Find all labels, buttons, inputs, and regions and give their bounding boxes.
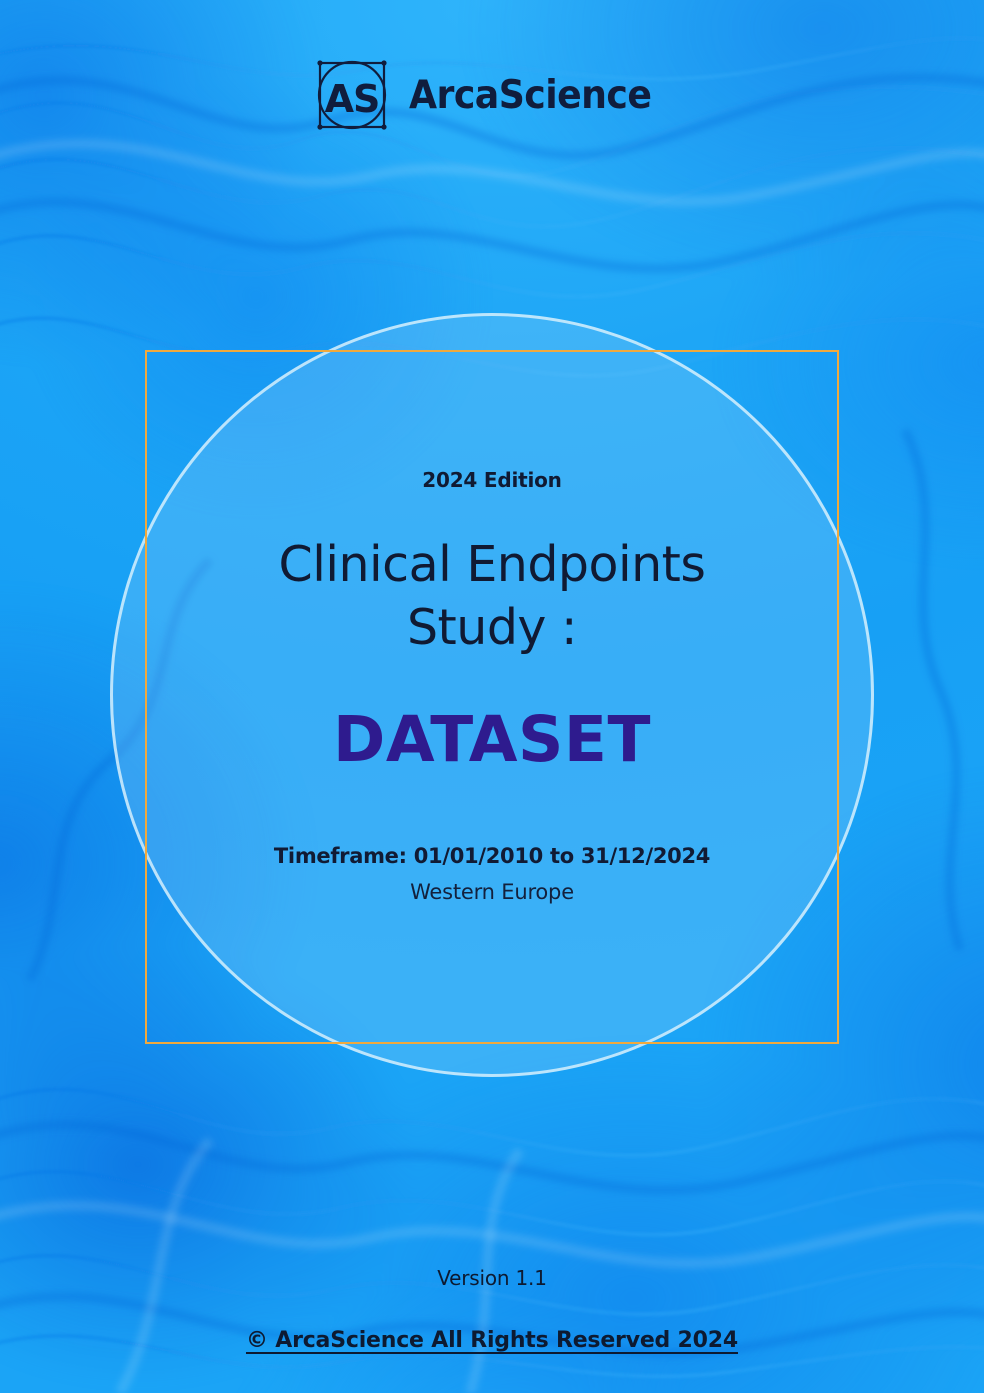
decorative-circle — [110, 313, 874, 1077]
edition-label: 2024 Edition — [422, 468, 562, 492]
timeframe-label: Timeframe: 01/01/2010 to 31/12/2024 — [273, 844, 711, 869]
cover-footer: Version 1.1 © ArcaScience All Rights Res… — [0, 1266, 984, 1353]
cover-content: 2024 Edition Clinical Endpoints Study : … — [145, 350, 839, 1044]
region-label: Western Europe — [410, 880, 574, 905]
study-metadata: Timeframe: 01/01/2010 to 31/12/2024 West… — [273, 844, 711, 905]
decorative-frame-border — [145, 350, 839, 1044]
document-kind-heading: DATASET — [333, 703, 651, 777]
svg-text:AS: AS — [324, 77, 379, 121]
page-title: Clinical Endpoints Study : — [279, 534, 706, 659]
brand-wordmark: ArcaScience — [408, 72, 652, 118]
page-title-line-1: Clinical Endpoints — [278, 536, 706, 593]
copyright-notice: © ArcaScience All Rights Reserved 2024 — [245, 1328, 738, 1353]
version-label: Version 1.1 — [437, 1266, 547, 1290]
brand-masthead: AS ArcaScience — [0, 58, 984, 132]
page-title-line-2: Study : — [406, 598, 578, 656]
as-monogram-square-circle-icon: AS — [317, 60, 387, 130]
